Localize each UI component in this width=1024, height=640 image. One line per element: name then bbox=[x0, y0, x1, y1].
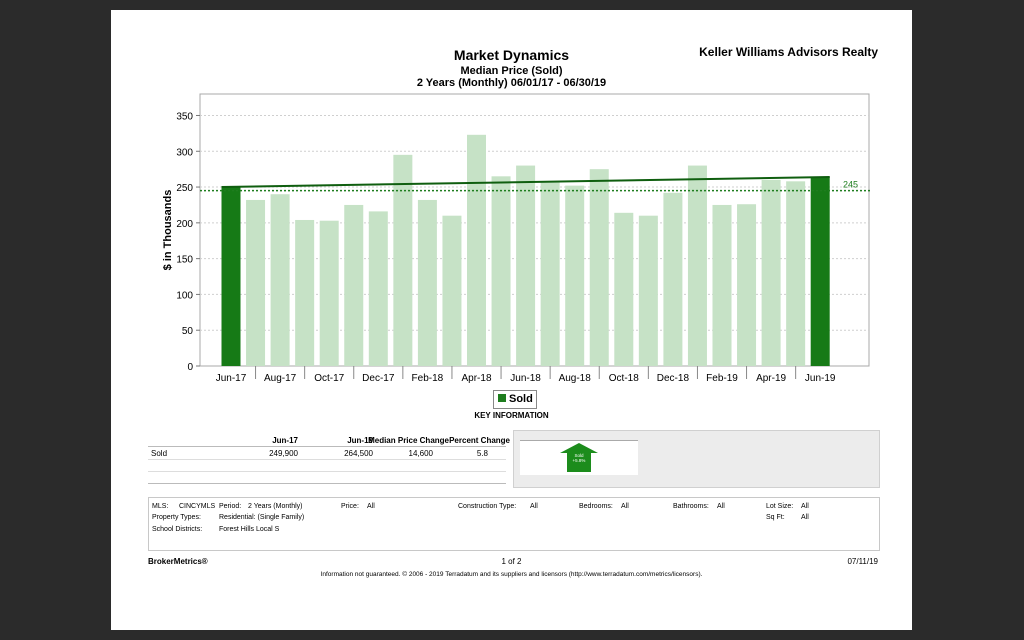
school-district-label: School Districts: bbox=[152, 526, 203, 533]
lot-size-label: Lot Size: bbox=[766, 503, 794, 510]
bar-Jul-18 bbox=[540, 181, 560, 366]
bar-May-19 bbox=[786, 181, 806, 366]
bar-Mar-19 bbox=[737, 204, 757, 366]
mls-value: CINCYMLS bbox=[179, 503, 216, 510]
bar-Jun-18 bbox=[516, 165, 536, 366]
bar-Dec-18 bbox=[663, 192, 683, 366]
x-tick-label: Jun-18 bbox=[510, 373, 541, 384]
bar-Nov-18 bbox=[638, 215, 658, 366]
bedrooms-value: All bbox=[621, 503, 629, 510]
x-tick-label: Aug-18 bbox=[559, 373, 592, 384]
school-district-value: Forest Hills Local S bbox=[219, 526, 280, 533]
y-tick-label: 0 bbox=[187, 362, 193, 373]
chart-legend: Sold bbox=[493, 390, 537, 409]
up-arrow-icon bbox=[560, 443, 598, 472]
bar-Jan-18 bbox=[393, 154, 413, 366]
bar-May-18 bbox=[491, 176, 511, 366]
report-date: 07/11/19 bbox=[847, 557, 878, 566]
arrow-percent: +5.8% bbox=[572, 458, 586, 463]
legend-swatch bbox=[498, 394, 506, 402]
mls-label: MLS: bbox=[152, 503, 169, 510]
bar-Aug-17 bbox=[270, 194, 290, 366]
cell-start-value: 249,900 bbox=[269, 449, 298, 458]
legend-label: Sold bbox=[509, 393, 533, 405]
x-tick-label: Jun-17 bbox=[216, 373, 247, 384]
lot-size-value: All bbox=[801, 503, 809, 510]
key-information-title: KEY INFORMATION bbox=[474, 411, 549, 420]
disclaimer: Information not guaranteed. © 2006 - 201… bbox=[320, 571, 703, 578]
property-type-value: Residential: (Single Family) bbox=[219, 514, 305, 521]
y-tick-label: 150 bbox=[176, 255, 193, 266]
trend-arrow-panel: Sold +5.8% bbox=[513, 430, 880, 488]
bathrooms-label: Bathrooms: bbox=[673, 503, 709, 510]
bar-Sep-18 bbox=[589, 169, 609, 366]
average-line-label: 245 bbox=[843, 180, 858, 190]
trend-line bbox=[221, 176, 830, 189]
price-value: All bbox=[367, 503, 375, 510]
bar-Mar-18 bbox=[442, 215, 462, 366]
y-tick-label: 350 bbox=[176, 111, 193, 122]
key-information-table: Jun-17 Jun-19 Median Price Change Percen… bbox=[148, 430, 510, 486]
median-price-chart: 0 50 100 150 200 250 300 350 $ in Thousands Jun-1… bbox=[162, 93, 871, 384]
x-tick-label: Dec-17 bbox=[362, 373, 395, 384]
y-tick-label: 200 bbox=[176, 219, 193, 230]
cell-percent-value: 5.8 bbox=[476, 449, 488, 458]
x-tick-label: Feb-18 bbox=[412, 373, 444, 384]
report-page: Keller Williams Advisors Realty Market D… bbox=[111, 10, 912, 630]
bar-Jan-19 bbox=[687, 165, 707, 366]
agency-name: Keller Williams Advisors Realty bbox=[699, 45, 878, 59]
bar-Oct-17 bbox=[319, 220, 339, 366]
bar-Dec-17 bbox=[368, 211, 388, 366]
bar-Sep-17 bbox=[295, 219, 315, 366]
brand-name: BrokerMetrics® bbox=[148, 557, 208, 566]
page-number: 1 of 2 bbox=[501, 557, 522, 566]
bar-Oct-18 bbox=[614, 212, 634, 366]
x-tick-label: Apr-18 bbox=[461, 373, 491, 384]
bar-Feb-19 bbox=[712, 204, 732, 366]
construction-label: Construction Type: bbox=[458, 503, 517, 510]
sqft-value: All bbox=[801, 514, 809, 521]
row-label: Sold bbox=[151, 449, 168, 458]
x-tick-label: Aug-17 bbox=[264, 373, 297, 384]
cell-end-value: 264,500 bbox=[344, 449, 373, 458]
construction-value: All bbox=[530, 503, 538, 510]
bedrooms-label: Bedrooms: bbox=[579, 503, 613, 510]
report-period: 2 Years (Monthly) 06/01/17 - 06/30/19 bbox=[416, 77, 607, 89]
col-header-percent: Percent Change bbox=[449, 436, 510, 445]
sqft-label: Sq Ft: bbox=[766, 514, 785, 521]
filter-info-panel: MLS: CINCYMLS Period: 2 Years (Monthly) … bbox=[148, 497, 880, 551]
period-label: Period: bbox=[219, 503, 242, 510]
property-type-label: Property Types: bbox=[152, 514, 201, 521]
bar-Jun-19 bbox=[810, 176, 830, 366]
period-value: 2 Years (Monthly) bbox=[248, 503, 303, 510]
col-header-start: Jun-17 bbox=[272, 436, 298, 445]
x-tick-label: Apr-19 bbox=[756, 373, 786, 384]
col-header-end: Jun-19 bbox=[347, 436, 373, 445]
y-tick-label: 50 bbox=[182, 326, 194, 337]
y-tick-label: 250 bbox=[176, 183, 193, 194]
cell-change-value: 14,600 bbox=[408, 449, 433, 458]
bar-Feb-18 bbox=[417, 199, 437, 366]
x-tick-label: Oct-17 bbox=[314, 373, 344, 384]
y-tick-label: 300 bbox=[176, 147, 193, 158]
report-title: Market Dynamics bbox=[453, 47, 570, 63]
bar-Apr-19 bbox=[761, 179, 781, 366]
report-subtitle: Median Price (Sold) bbox=[460, 65, 563, 77]
bar-Jul-17 bbox=[246, 199, 266, 366]
bar-Jun-17 bbox=[221, 187, 241, 366]
y-tick-label: 100 bbox=[176, 290, 193, 301]
x-tick-label: Feb-19 bbox=[706, 373, 738, 384]
x-tick-label: Oct-18 bbox=[609, 373, 639, 384]
bar-Nov-17 bbox=[344, 204, 364, 366]
bar-Aug-18 bbox=[565, 185, 585, 366]
x-tick-label: Jun-19 bbox=[805, 373, 836, 384]
x-tick-label: Dec-18 bbox=[657, 373, 690, 384]
price-label: Price: bbox=[341, 503, 359, 510]
bathrooms-value: All bbox=[717, 503, 725, 510]
col-header-change: Median Price Change bbox=[368, 436, 449, 445]
arrow-label: Sold bbox=[574, 453, 584, 458]
bar-Apr-18 bbox=[467, 134, 486, 366]
y-axis-label: $ in Thousands bbox=[162, 190, 174, 271]
